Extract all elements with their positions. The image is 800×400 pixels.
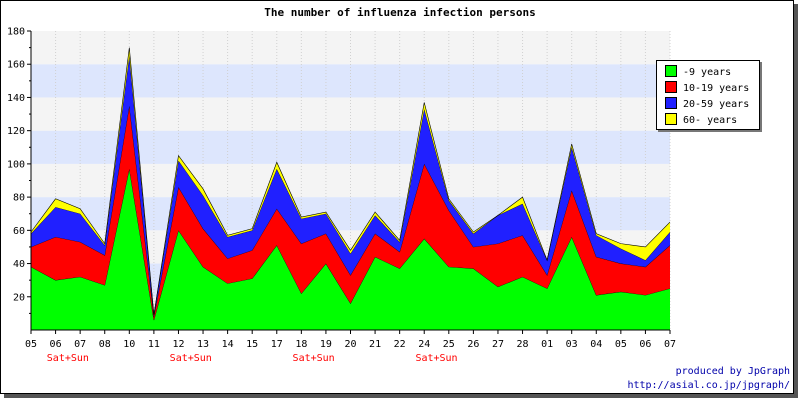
legend-swatch <box>665 113 677 125</box>
x-tick-label: 08 <box>99 339 111 350</box>
legend-swatch <box>665 65 677 77</box>
legend-item: 10-19 years <box>665 81 749 95</box>
x-tick-label: 07 <box>664 339 676 350</box>
legend-label: 20-59 years <box>683 99 750 110</box>
weekend-marker-label: Sat+Sun <box>293 353 335 364</box>
x-tick-label: 19 <box>320 339 332 350</box>
x-tick-label: 10 <box>123 339 135 350</box>
x-tick-label: 12 <box>172 339 184 350</box>
x-tick-label: 07 <box>74 339 86 350</box>
background-band <box>31 31 670 65</box>
x-tick-label: 27 <box>492 339 504 350</box>
legend-item: 60- years <box>665 113 737 127</box>
y-tick-label: 20 <box>13 292 25 303</box>
legend-item: 20-59 years <box>665 97 749 111</box>
y-tick-label: 80 <box>13 193 25 204</box>
x-tick-label: 20 <box>344 339 356 350</box>
x-tick-label: 18 <box>295 339 307 350</box>
area-series-9-years <box>31 168 670 330</box>
y-tick-label: 60 <box>13 226 25 237</box>
weekend-marker-label: Sat+Sun <box>47 353 89 364</box>
x-tick-label: 28 <box>517 339 529 350</box>
x-tick-label: 13 <box>197 339 209 350</box>
y-tick-label: 160 <box>7 60 25 71</box>
x-tick-label: 25 <box>443 339 455 350</box>
series-outline-60-years <box>30 47 671 316</box>
legend-label: -9 years <box>683 67 732 78</box>
y-tick-label: 40 <box>13 259 25 270</box>
x-tick-label: 03 <box>566 339 578 350</box>
y-tick-label: 100 <box>7 159 25 170</box>
x-tick-label: 06 <box>50 339 62 350</box>
x-tick-label: 17 <box>271 339 283 350</box>
x-tick-label: 11 <box>148 339 160 350</box>
weekend-marker-label: Sat+Sun <box>170 353 212 364</box>
credit-block: produced by JpGraph http://asial.co.jp/j… <box>627 365 790 393</box>
legend-swatch <box>665 97 677 109</box>
credit-line-1: produced by JpGraph <box>675 366 790 377</box>
x-tick-label: 26 <box>467 339 479 350</box>
y-tick-label: 120 <box>7 126 25 137</box>
x-tick-label: 04 <box>590 339 602 350</box>
x-tick-label: 24 <box>418 339 430 350</box>
y-tick-label: 140 <box>7 93 25 104</box>
x-tick-label: 15 <box>246 339 258 350</box>
x-tick-label: 22 <box>394 339 406 350</box>
x-tick-label: 05 <box>615 339 627 350</box>
chart-title: The number of influenza infection person… <box>264 6 536 19</box>
area-series-10-19-years <box>31 105 670 321</box>
credit-link[interactable]: http://asial.co.jp/jpgraph/ <box>627 380 790 391</box>
x-tick-label: 21 <box>369 339 381 350</box>
x-tick-label: 01 <box>541 339 553 350</box>
legend-label: 60- years <box>683 115 738 126</box>
legend-swatch <box>665 81 677 93</box>
weekend-marker-label: Sat+Sun <box>415 353 457 364</box>
background-band <box>31 97 670 131</box>
legend-label: 10-19 years <box>683 83 750 94</box>
legend-item: -9 years <box>665 65 731 79</box>
chart-legend: -9 years 10-19 years 20-59 years 60- years <box>656 60 760 130</box>
area-series-20-59-years <box>31 55 670 317</box>
x-tick-label: 14 <box>222 339 234 350</box>
x-tick-label: 05 <box>25 339 37 350</box>
x-tick-label: 06 <box>639 339 651 350</box>
y-tick-label: 180 <box>7 27 25 38</box>
